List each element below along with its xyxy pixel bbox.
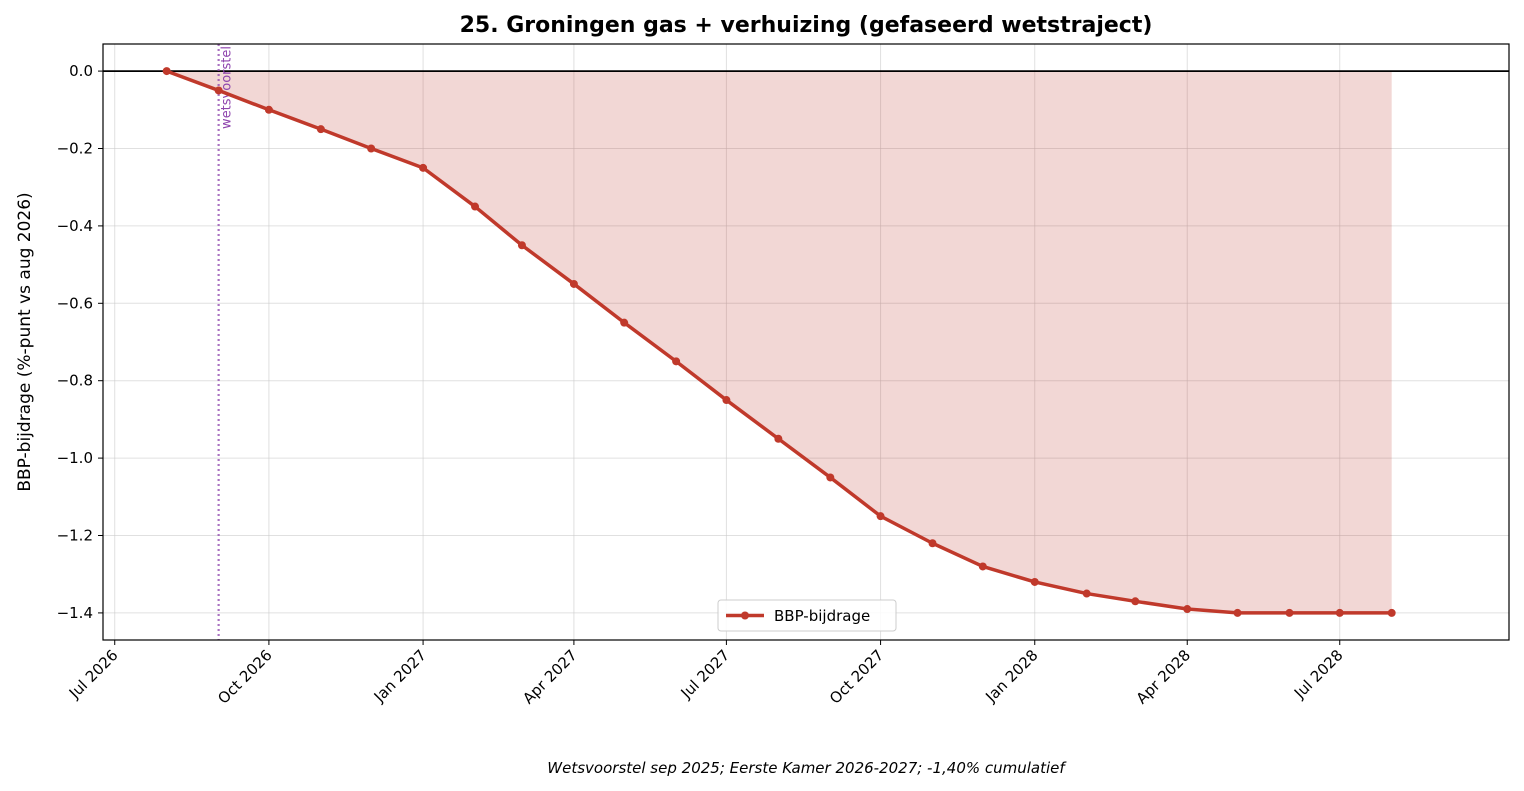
x-axis-ticks: Jul 2026 Oct 2026 Jan 2027 Apr 2027 Jul 2027… [65, 640, 1347, 708]
y-tick-label: −1.2 [57, 527, 93, 545]
x-tick-label: Apr 2028 [1133, 646, 1194, 707]
y-tick-label: −0.8 [57, 372, 93, 390]
data-point [722, 396, 731, 405]
data-point [419, 163, 428, 172]
plot-frame [102, 43, 1510, 641]
data-point [826, 473, 835, 482]
legend-box [717, 599, 897, 632]
y-axis-ticks: 0.0 −0.2 −0.4 −0.6 −0.8 −1.0 −1.2 −1.4 [57, 62, 103, 622]
y-tick-label: −0.2 [57, 139, 93, 157]
data-point [928, 539, 937, 548]
y-axis-label: BBP-bijdrage (%-punt vs aug 2026) [15, 192, 35, 491]
data-point [1285, 608, 1294, 617]
area-fill [166, 71, 1392, 613]
data-point [774, 434, 783, 443]
x-tick-label: Jul 2027 [677, 646, 734, 703]
legend-marker [741, 611, 749, 620]
data-point [620, 318, 629, 327]
y-tick-label: 0.0 [69, 62, 93, 80]
data-point [367, 144, 376, 153]
data-point [569, 279, 578, 288]
area-under-curve [166, 71, 1392, 613]
legend: BBP-bijdrage [717, 599, 897, 632]
y-tick-label: −1.0 [57, 449, 93, 467]
x-tick-label: Apr 2027 [519, 646, 580, 707]
data-point [316, 125, 325, 134]
x-tick-label: Jul 2026 [65, 646, 122, 703]
data-point [517, 241, 526, 250]
legend-label: BBP-bijdrage [774, 607, 870, 625]
x-tick-label: Jul 2028 [1290, 646, 1347, 703]
x-tick-label: Oct 2026 [214, 646, 275, 707]
x-tick-label: Jan 2028 [981, 646, 1041, 706]
y-tick-label: −1.4 [57, 604, 93, 622]
data-point [162, 67, 171, 76]
data-point [1131, 597, 1140, 606]
data-point [876, 512, 885, 521]
wetsvoorstel-label: wetsvoorstel [220, 46, 235, 129]
data-point [1387, 608, 1396, 617]
y-tick-label: −0.4 [57, 217, 93, 235]
data-point [1030, 577, 1039, 586]
data-point [1082, 589, 1091, 598]
data-point [978, 562, 987, 571]
data-point [1233, 608, 1242, 617]
wetsvoorstel-marker: wetsvoorstel [217, 44, 235, 640]
x-tick-label: Oct 2027 [826, 646, 887, 707]
data-point [672, 357, 681, 366]
data-point [214, 86, 223, 95]
data-point [1183, 605, 1192, 614]
data-point [1335, 608, 1344, 617]
data-point [471, 202, 480, 211]
y-tick-label: −0.6 [57, 294, 93, 312]
data-point [264, 105, 273, 114]
chart-caption: Wetsvoorstel sep 2025; Eerste Kamer 2026… [547, 759, 1067, 777]
chart-title: 25. Groningen gas + verhuizing (gefaseer… [460, 13, 1153, 38]
x-tick-label: Jan 2027 [370, 646, 430, 706]
series-bbp-bijdrage [162, 67, 1396, 617]
